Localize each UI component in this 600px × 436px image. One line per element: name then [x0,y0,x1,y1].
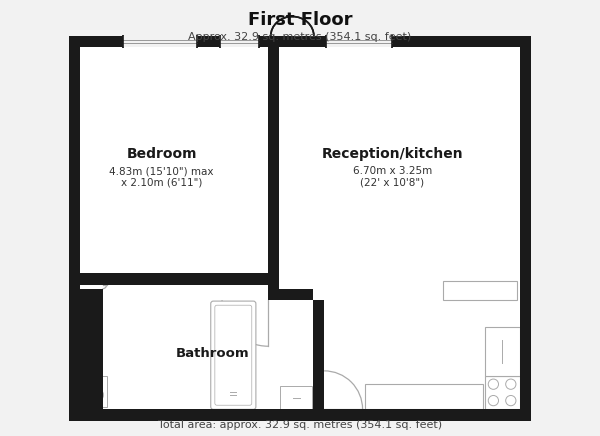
Bar [326,36,392,47]
Text: Total area: approx. 32.9 sq. metres (354.1 sq. feet): Total area: approx. 32.9 sq. metres (354… [158,420,442,430]
Bar [365,384,482,409]
FancyBboxPatch shape [211,301,256,409]
Bar [268,47,280,285]
Bar [268,47,280,285]
Bar [69,36,531,47]
Text: 4.83m (15'10") max
x 2.10m (6'11"): 4.83m (15'10") max x 2.10m (6'11") [109,166,214,188]
Bar [520,36,531,421]
Bar [80,300,103,409]
Bar [220,36,259,47]
Bar [69,409,531,421]
Bar [443,281,517,300]
Bar [69,36,531,47]
Bar [80,289,103,300]
Bar [268,285,280,300]
Bar [280,289,313,300]
Bar [69,36,80,421]
Bar [313,300,324,409]
Bar [83,352,102,371]
Bar [123,36,197,47]
Bar [485,376,520,409]
Bar [123,36,197,47]
Bar [220,36,259,47]
Bar [80,273,268,285]
Bar [313,300,324,409]
Bar [83,377,107,407]
Bar [80,47,520,409]
Bar [280,289,313,300]
Bar [485,327,520,376]
Bar [80,289,103,300]
FancyBboxPatch shape [215,305,252,405]
Bar [80,273,268,285]
Bar [520,36,531,421]
Bar [80,300,103,409]
Text: Bathroom: Bathroom [176,347,250,361]
Bar [69,409,531,421]
Text: Reception/kitchen: Reception/kitchen [322,147,463,161]
Text: Approx. 32.9 sq. metres (354.1 sq. feet): Approx. 32.9 sq. metres (354.1 sq. feet) [188,32,412,42]
Text: 6.70m x 3.25m
(22' x 10'8"): 6.70m x 3.25m (22' x 10'8") [353,166,432,188]
Text: First Floor: First Floor [248,11,352,29]
Bar [69,36,80,421]
Ellipse shape [86,387,103,403]
Bar [326,36,392,47]
Bar [268,285,280,300]
Text: Bedroom: Bedroom [126,147,197,161]
Bar [280,386,313,409]
